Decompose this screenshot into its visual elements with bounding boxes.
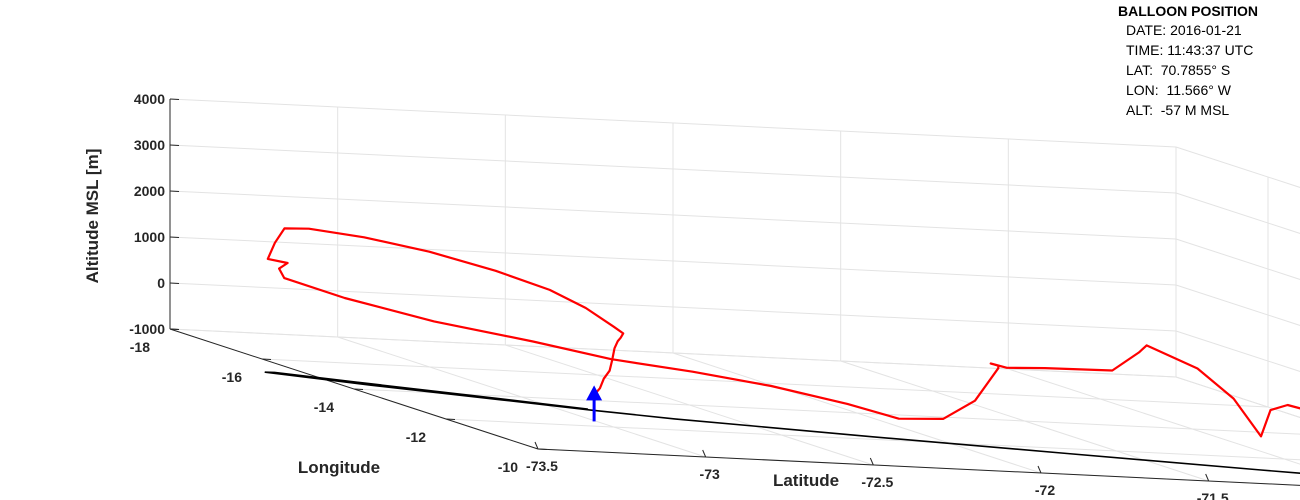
z-tick-label: 2000	[134, 183, 165, 199]
y-tick-mark	[261, 358, 272, 360]
z-tick-mark	[169, 282, 180, 284]
x-tick-mark	[1037, 465, 1042, 474]
y-tick-label: -14	[314, 399, 334, 415]
grid-line	[1175, 238, 1300, 280]
altitude-readout: ALT: -57 M MSL	[1126, 102, 1230, 118]
tick-labels: -1000 0 1000 2000 3000 4000 -18 -16 -14 -12 -10 -73…	[129, 91, 1229, 500]
y-tick-label: -18	[130, 339, 150, 355]
grid-line	[169, 328, 1177, 378]
x-axis-label: Latitude	[773, 471, 839, 490]
x-tick-mark	[869, 457, 874, 466]
y-tick-mark	[169, 328, 180, 330]
x-tick-label: -72.5	[861, 474, 893, 490]
x-tick-label: -71.5	[1197, 490, 1229, 500]
z-tick-label: -1000	[129, 321, 165, 337]
ground-track	[264, 371, 1300, 475]
y-tick-mark	[445, 418, 456, 420]
y-tick-mark	[537, 448, 548, 450]
ground-track-layer	[264, 371, 1300, 475]
x-tick-mark	[534, 441, 539, 450]
grid-line	[1175, 192, 1300, 234]
balloon-position-panel: BALLOON POSITION DATE: 2016-01-21 TIME: …	[1118, 3, 1298, 120]
y-axis-label: Longitude	[298, 458, 380, 477]
flight-track-layer	[266, 227, 1300, 438]
latitude-readout: LAT: 70.7855° S	[1126, 62, 1231, 78]
grid-line	[1175, 284, 1300, 326]
z-axis-label: Altitude MSL [m]	[83, 149, 102, 284]
grid-line	[353, 388, 1300, 435]
z-tick-label: 4000	[134, 91, 165, 107]
grid-line	[1175, 376, 1300, 418]
y-tick-label: -16	[222, 369, 242, 385]
y-tick-mark	[353, 388, 364, 390]
x-tick-label: -73.5	[526, 458, 558, 474]
z-tick-label: 3000	[134, 137, 165, 153]
axis-lines	[169, 98, 1300, 486]
grid-line	[1175, 146, 1300, 188]
arrow-head	[586, 385, 603, 401]
y-tick-label: -12	[406, 429, 426, 445]
z-tick-mark	[169, 144, 180, 146]
flight-track	[266, 227, 1300, 438]
longitude-readout: LON: 11.566° W	[1126, 82, 1231, 98]
z-tick-mark	[169, 98, 180, 100]
x-tick-mark	[702, 449, 707, 458]
y-tick-label: -10	[498, 459, 518, 475]
x-tick-mark	[1205, 473, 1210, 482]
grid-lines	[169, 98, 1300, 486]
date-readout: DATE: 2016-01-21	[1126, 22, 1242, 38]
z-tick-mark	[169, 236, 180, 238]
z-tick-label: 0	[157, 275, 165, 291]
time-readout: TIME: 11:43:37 UTC	[1126, 42, 1254, 58]
marker-layer	[586, 385, 603, 422]
grid-line	[1175, 330, 1300, 372]
launch-site-marker	[586, 385, 603, 422]
z-tick-label: 1000	[134, 229, 165, 245]
grid-line	[445, 418, 1300, 461]
grid-line	[261, 358, 1269, 408]
grid-line	[1175, 376, 1300, 418]
x-tick-label: -72	[1035, 482, 1055, 498]
x-tick-label: -73	[700, 466, 720, 482]
z-tick-mark	[169, 190, 180, 192]
panel-title: BALLOON POSITION	[1118, 3, 1258, 19]
